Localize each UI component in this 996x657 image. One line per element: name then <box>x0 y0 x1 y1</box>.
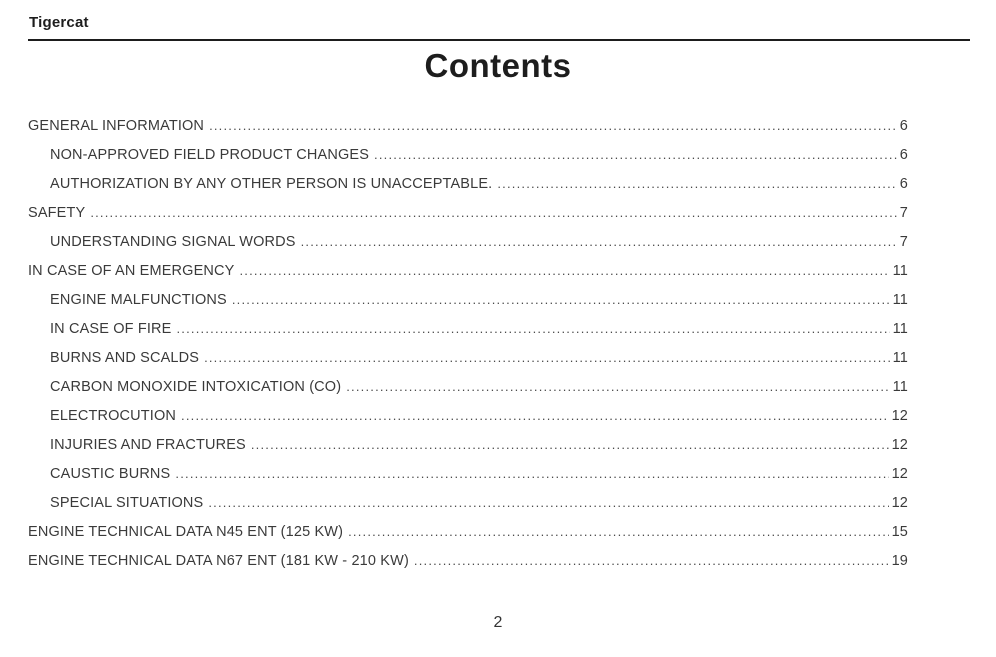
toc-entry-label: ENGINE MALFUNCTIONS <box>50 292 227 308</box>
toc-entry-page: 11 <box>892 350 908 366</box>
toc-entry-label: ELECTROCUTION <box>50 408 177 424</box>
dot-leader: ........................................… <box>374 147 897 162</box>
toc-entry[interactable]: SAFETY..................................… <box>28 198 908 227</box>
toc-entry-page: 6 <box>899 176 908 192</box>
toc-entry-label: IN CASE OF FIRE <box>50 321 172 337</box>
toc-entry-label: AUTHORIZATION BY ANY OTHER PERSON IS UNA… <box>50 176 493 192</box>
toc-entry-page: 6 <box>899 118 908 134</box>
toc-entry-page: 6 <box>899 147 908 163</box>
toc-entry-page: 12 <box>891 408 908 424</box>
table-of-contents: GENERAL INFORMATION.....................… <box>28 111 908 575</box>
toc-entry[interactable]: NON-APPROVED FIELD PRODUCT CHANGES......… <box>28 140 908 169</box>
header-rule <box>28 39 970 41</box>
toc-entry[interactable]: ELECTROCUTION...........................… <box>28 401 908 430</box>
toc-entry-label: GENERAL INFORMATION <box>28 118 205 134</box>
dot-leader: ........................................… <box>239 263 890 278</box>
toc-entry-label: CARBON MONOXIDE INTOXICATION (CO) <box>50 379 342 395</box>
toc-entry[interactable]: ENGINE TECHNICAL DATA N45 ENT (125 KW)..… <box>28 517 908 546</box>
dot-leader: ........................................… <box>348 524 889 539</box>
toc-entry-label: NON-APPROVED FIELD PRODUCT CHANGES <box>50 147 370 163</box>
dot-leader: ........................................… <box>204 350 890 365</box>
toc-entry-page: 19 <box>891 553 908 569</box>
dot-leader: ........................................… <box>176 321 890 336</box>
toc-entry[interactable]: CARBON MONOXIDE INTOXICATION (CO).......… <box>28 372 908 401</box>
page-title: Contents <box>424 47 572 84</box>
toc-entry[interactable]: CAUSTIC BURNS...........................… <box>28 459 908 488</box>
toc-entry[interactable]: AUTHORIZATION BY ANY OTHER PERSON IS UNA… <box>28 169 908 198</box>
toc-entry-page: 11 <box>892 379 908 395</box>
dot-leader: ........................................… <box>175 466 888 481</box>
dot-leader: ........................................… <box>90 205 896 220</box>
toc-entry-label: BURNS AND SCALDS <box>50 350 200 366</box>
toc-entry-page: 7 <box>899 234 908 250</box>
toc-entry-label: SAFETY <box>28 205 86 221</box>
toc-entry-page: 11 <box>892 321 908 337</box>
toc-entry-label: SPECIAL SITUATIONS <box>50 495 204 511</box>
toc-entry-label: IN CASE OF AN EMERGENCY <box>28 263 235 279</box>
header-brand: Tigercat <box>29 14 89 31</box>
toc-entry-label: ENGINE TECHNICAL DATA N45 ENT (125 KW) <box>28 524 344 540</box>
dot-leader: ........................................… <box>208 495 888 510</box>
toc-entry-page: 11 <box>892 263 908 279</box>
dot-leader: ........................................… <box>346 379 890 394</box>
dot-leader: ........................................… <box>231 292 890 307</box>
dot-leader: ........................................… <box>209 118 897 133</box>
dot-leader: ........................................… <box>497 176 897 191</box>
toc-entry-page: 12 <box>891 437 908 453</box>
dot-leader: ........................................… <box>413 553 889 568</box>
toc-entry[interactable]: ENGINE TECHNICAL DATA N67 ENT (181 KW - … <box>28 546 908 575</box>
toc-entry-page: 15 <box>891 524 908 540</box>
toc-entry-page: 11 <box>892 292 908 308</box>
toc-entry[interactable]: IN CASE OF FIRE.........................… <box>28 314 908 343</box>
footer-page-number: 2 <box>493 614 503 631</box>
toc-entry[interactable]: BURNS AND SCALDS........................… <box>28 343 908 372</box>
toc-entry-page: 12 <box>891 495 908 511</box>
toc-entry-page: 12 <box>891 466 908 482</box>
toc-entry-label: ENGINE TECHNICAL DATA N67 ENT (181 KW - … <box>28 553 409 569</box>
toc-entry[interactable]: SPECIAL SITUATIONS......................… <box>28 488 908 517</box>
toc-entry[interactable]: IN CASE OF AN EMERGENCY.................… <box>28 256 908 285</box>
toc-entry[interactable]: INJURIES AND FRACTURES..................… <box>28 430 908 459</box>
toc-entry[interactable]: GENERAL INFORMATION.....................… <box>28 111 908 140</box>
toc-entry-page: 7 <box>899 205 908 221</box>
dot-leader: ........................................… <box>181 408 889 423</box>
toc-entry-label: UNDERSTANDING SIGNAL WORDS <box>50 234 296 250</box>
toc-entry[interactable]: ENGINE MALFUNCTIONS.....................… <box>28 285 908 314</box>
toc-entry-label: INJURIES AND FRACTURES <box>50 437 246 453</box>
dot-leader: ........................................… <box>250 437 889 452</box>
toc-entry-label: CAUSTIC BURNS <box>50 466 171 482</box>
toc-entry[interactable]: UNDERSTANDING SIGNAL WORDS..............… <box>28 227 908 256</box>
dot-leader: ........................................… <box>300 234 897 249</box>
